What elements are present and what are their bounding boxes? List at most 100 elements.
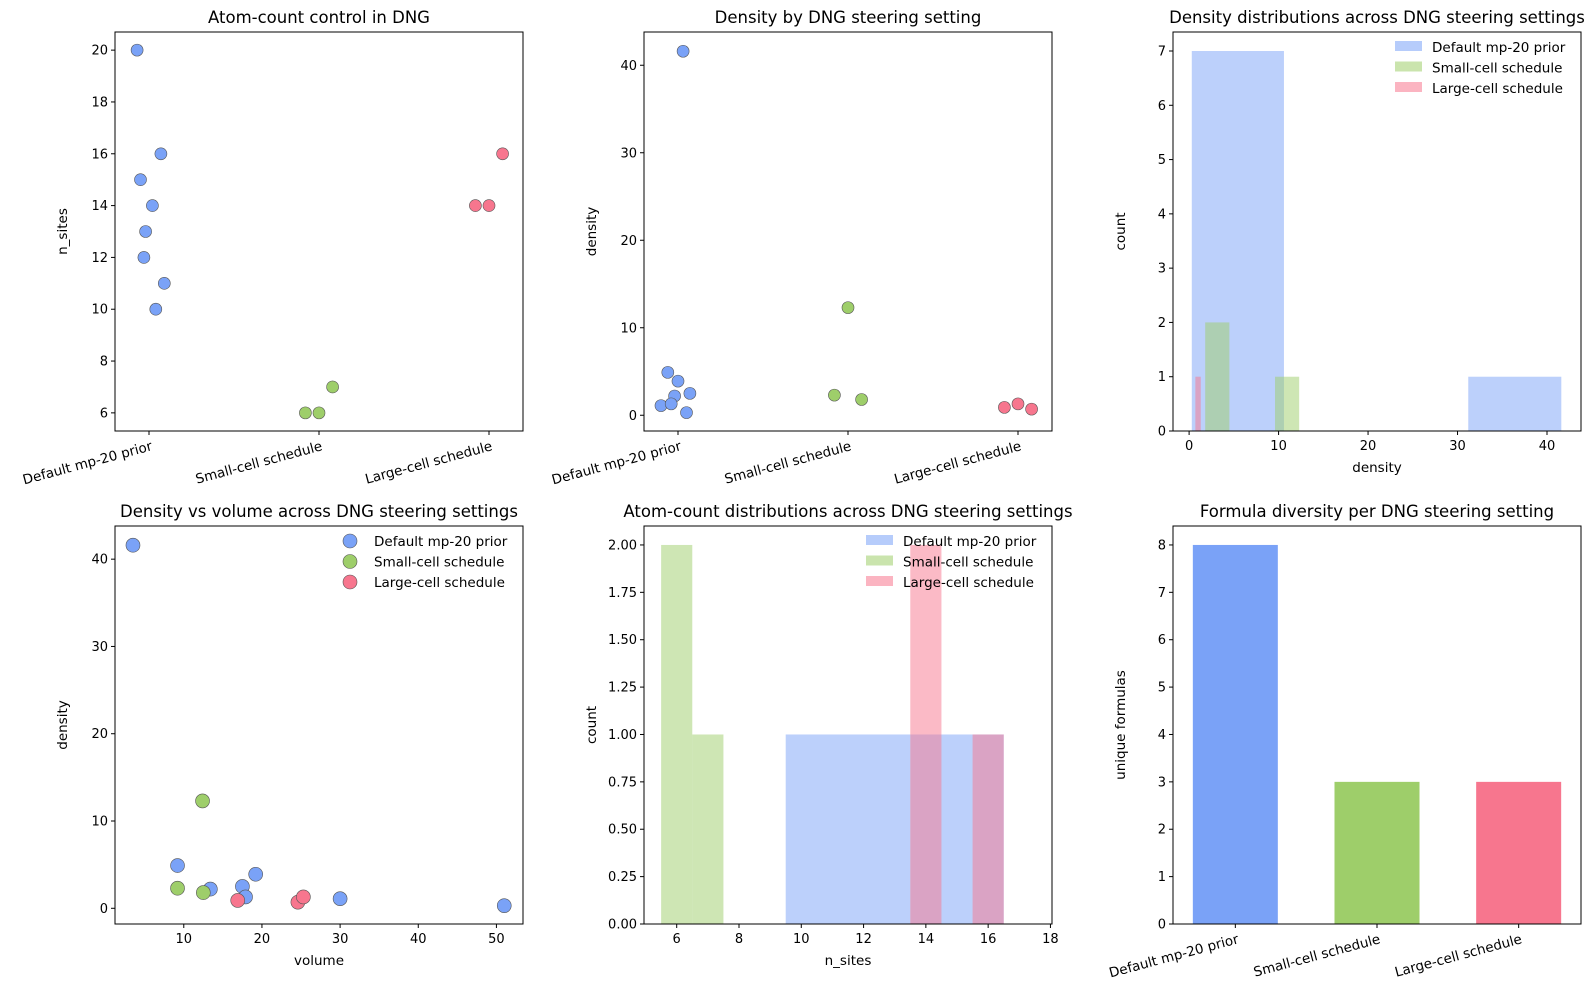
legend-label: Default mp-20 prior <box>1432 40 1566 56</box>
data-point <box>332 891 348 906</box>
data-point <box>137 251 151 264</box>
histogram-bar <box>1468 376 1562 431</box>
y-tick-label: 1.00 <box>608 728 637 743</box>
y-tick-label: 0.75 <box>608 775 637 790</box>
y-tick-label: 0 <box>629 409 637 424</box>
legend-swatch <box>1395 61 1422 72</box>
chart-formula-diversity: Formula diversity per DNG steering setti… <box>1107 502 1582 981</box>
data-point <box>469 199 482 212</box>
y-tick-label: 10 <box>620 321 637 336</box>
chart-title: Atom-count distributions across DNG stee… <box>623 502 1072 521</box>
y-tick-label: 8 <box>100 355 108 370</box>
y-tick-label: 30 <box>91 640 108 655</box>
legend-swatch <box>866 535 893 545</box>
y-tick-label: 0 <box>1158 425 1166 440</box>
y-tick-label: 14 <box>91 199 108 214</box>
data-point <box>683 387 697 400</box>
legend-label: Small-cell schedule <box>1432 61 1562 77</box>
data-point <box>196 885 211 900</box>
data-point <box>664 397 678 411</box>
x-tick-label: 10 <box>176 932 193 947</box>
legend-marker <box>342 533 358 549</box>
data-point <box>158 277 171 290</box>
y-tick-label: 5 <box>1158 153 1166 168</box>
axes-frame <box>643 525 1053 925</box>
histogram-bar <box>1195 376 1201 431</box>
chart-density-vs-volume: Density vs volume across DNG steering se… <box>55 502 524 969</box>
data-point <box>326 380 339 394</box>
y-tick-label: 18 <box>91 95 108 110</box>
y-tick-label: 0.50 <box>608 823 637 838</box>
data-point <box>230 893 246 908</box>
legend-swatch <box>866 576 893 586</box>
y-tick-label: 3 <box>1158 262 1166 277</box>
data-point <box>661 366 675 379</box>
y-tick-label: 10 <box>91 303 108 318</box>
x-tick-label: 30 <box>332 932 349 947</box>
data-point <box>195 793 210 809</box>
bar <box>1476 781 1562 924</box>
legend-label: Default mp-20 prior <box>903 534 1037 550</box>
x-tick-label-category: Default mp-20 prior <box>21 438 154 488</box>
data-point <box>125 537 141 553</box>
y-tick-label: 20 <box>91 44 108 59</box>
chart-atom-count-distributions: Atom-count distributions across DNG stee… <box>584 502 1073 969</box>
data-point <box>828 388 841 402</box>
y-tick-label: 20 <box>91 727 108 742</box>
y-axis-label: density <box>584 207 600 257</box>
y-tick-label: 1.75 <box>608 586 637 601</box>
data-point <box>496 147 509 161</box>
legend-label: Small-cell schedule <box>903 555 1033 571</box>
y-tick-label: 0.00 <box>608 918 637 933</box>
y-tick-label: 6 <box>100 406 108 421</box>
data-point <box>841 301 855 314</box>
legend-label: Small-cell schedule <box>374 555 504 571</box>
data-point <box>139 225 152 238</box>
y-tick-label: 7 <box>1158 45 1166 60</box>
x-tick-label: 16 <box>980 932 997 947</box>
x-tick-label-category: Small-cell schedule <box>723 438 853 487</box>
chart-title: Density distributions across DNG steerin… <box>1169 8 1585 27</box>
data-point <box>482 199 496 212</box>
x-tick-label-category: Small-cell schedule <box>194 438 324 487</box>
legend-marker <box>342 574 358 590</box>
data-point <box>248 866 263 882</box>
chart-title: Density vs volume across DNG steering se… <box>120 502 518 521</box>
x-tick-label-category: Default mp-20 prior <box>550 438 683 488</box>
data-point <box>312 406 326 420</box>
data-point <box>170 858 185 873</box>
chart-density-distributions: Density distributions across DNG steerin… <box>1113 8 1585 476</box>
data-point <box>1025 402 1038 416</box>
y-tick-label: 12 <box>91 251 108 266</box>
axes-frame <box>114 525 524 925</box>
axes-frame <box>1172 31 1582 432</box>
y-tick-label: 5 <box>1158 681 1166 696</box>
y-tick-label: 20 <box>620 234 637 249</box>
y-tick-label: 0 <box>1158 918 1166 933</box>
data-point <box>676 44 690 58</box>
data-point <box>130 43 144 57</box>
x-tick-label: 30 <box>1449 439 1466 454</box>
y-tick-label: 10 <box>91 815 108 830</box>
y-tick-label: 1 <box>1158 870 1166 885</box>
x-tick-label-category: Large-cell schedule <box>363 438 494 487</box>
data-point <box>134 173 147 186</box>
histogram-bar <box>661 544 693 924</box>
x-tick-label: 0 <box>1185 439 1193 454</box>
y-axis-label: unique formulas <box>1113 670 1129 780</box>
y-tick-label: 2 <box>1158 316 1166 331</box>
y-tick-label: 6 <box>1158 99 1166 114</box>
axes-frame <box>643 31 1053 432</box>
data-point <box>154 147 168 161</box>
y-axis-label: count <box>1113 212 1129 250</box>
legend-swatch <box>1395 41 1422 51</box>
x-tick-label: 18 <box>1042 932 1059 947</box>
y-tick-label: 40 <box>620 59 637 74</box>
x-tick-label: 8 <box>735 932 743 947</box>
data-point <box>296 889 311 905</box>
y-tick-label: 30 <box>620 146 637 161</box>
chart-atom-count-control: Atom-count control in DNG n_sites 6 8 10 12 14… <box>21 8 524 488</box>
bar <box>1334 781 1420 924</box>
x-tick-label: 40 <box>1539 439 1556 454</box>
